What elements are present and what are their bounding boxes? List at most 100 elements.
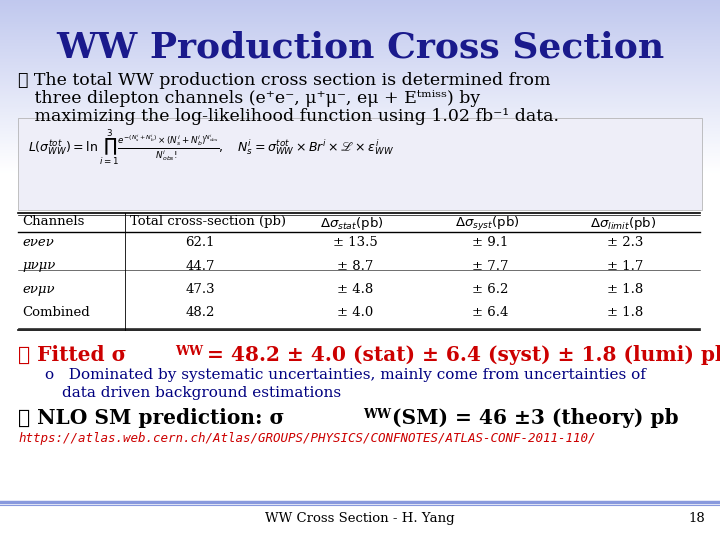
Bar xyxy=(0,153,720,154)
Text: ❖ The total WW production cross section is determined from: ❖ The total WW production cross section … xyxy=(18,72,551,89)
Bar xyxy=(0,17,720,19)
Text: ❖ Fitted σ: ❖ Fitted σ xyxy=(18,345,127,365)
Text: ± 4.8: ± 4.8 xyxy=(337,283,373,296)
Bar xyxy=(0,62,720,63)
Text: = 48.2 ± 4.0 (stat) ± 6.4 (syst) ± 1.8 (lumi) pb: = 48.2 ± 4.0 (stat) ± 6.4 (syst) ± 1.8 (… xyxy=(200,345,720,365)
Text: $L(\sigma_{WW}^{tot}) = \ln\prod_{i=1}^{3}\frac{e^{-(N_s^i+N_b^i)}\times(N_s^i+N: $L(\sigma_{WW}^{tot}) = \ln\prod_{i=1}^{… xyxy=(28,128,394,168)
Bar xyxy=(0,15,720,16)
Bar xyxy=(0,123,720,124)
Text: ± 1.8: ± 1.8 xyxy=(607,283,643,296)
Bar xyxy=(0,7,720,9)
Bar xyxy=(0,95,720,97)
Bar xyxy=(0,26,720,28)
Bar xyxy=(0,161,720,163)
Bar xyxy=(0,89,720,91)
Bar xyxy=(0,42,720,43)
Bar xyxy=(0,158,720,160)
Bar xyxy=(0,10,720,11)
Bar xyxy=(0,55,720,56)
Text: ± 7.7: ± 7.7 xyxy=(472,260,508,273)
Text: Channels: Channels xyxy=(22,215,84,228)
Text: https://atlas.web.cern.ch/Atlas/GROUPS/PHYSICS/CONFNOTES/ATLAS-CONF-2011-110/: https://atlas.web.cern.ch/Atlas/GROUPS/P… xyxy=(18,432,595,445)
Bar xyxy=(0,91,720,92)
Bar xyxy=(0,171,720,173)
Bar xyxy=(0,127,720,128)
Text: ± 2.3: ± 2.3 xyxy=(607,236,643,249)
Text: maximizing the log-likelihood function using 1.02 fb⁻¹ data.: maximizing the log-likelihood function u… xyxy=(18,108,559,125)
Bar xyxy=(0,6,720,7)
Bar xyxy=(0,141,720,143)
Bar xyxy=(0,104,720,105)
Bar xyxy=(0,49,720,50)
Text: Combined: Combined xyxy=(22,307,90,320)
Bar xyxy=(0,2,720,3)
Text: 44.7: 44.7 xyxy=(185,260,215,273)
Text: three dilepton channels (e⁺e⁻, μ⁺μ⁻, eμ + Eᵗᵐⁱˢˢ) by: three dilepton channels (e⁺e⁻, μ⁺μ⁻, eμ … xyxy=(18,90,480,107)
Bar xyxy=(0,71,720,72)
Bar xyxy=(0,157,720,158)
Bar xyxy=(0,13,720,15)
Bar xyxy=(0,145,720,147)
Bar xyxy=(0,58,720,59)
Bar xyxy=(0,108,720,110)
Text: 62.1: 62.1 xyxy=(185,236,215,249)
Text: eνμν: eνμν xyxy=(22,283,55,296)
Bar xyxy=(0,82,720,84)
Bar xyxy=(0,138,720,140)
Bar xyxy=(0,0,720,2)
Bar xyxy=(0,166,720,167)
Bar xyxy=(0,124,720,125)
Bar xyxy=(0,144,720,145)
Bar xyxy=(0,68,720,69)
Bar xyxy=(0,24,720,26)
Bar xyxy=(0,88,720,89)
Bar xyxy=(0,85,720,86)
Bar xyxy=(0,20,720,22)
Bar xyxy=(0,105,720,106)
Bar xyxy=(0,35,720,36)
Bar xyxy=(0,134,720,136)
Bar xyxy=(0,143,720,144)
Bar xyxy=(0,69,720,71)
Bar xyxy=(0,60,720,62)
Bar xyxy=(0,59,720,60)
Text: ± 1.7: ± 1.7 xyxy=(607,260,643,273)
Bar xyxy=(0,76,720,78)
Text: μνμν: μνμν xyxy=(22,260,55,273)
Text: ± 6.2: ± 6.2 xyxy=(472,283,508,296)
Bar xyxy=(0,53,720,55)
Bar xyxy=(0,163,720,164)
Text: ❖ NLO SM prediction: σ: ❖ NLO SM prediction: σ xyxy=(18,408,284,428)
Text: 47.3: 47.3 xyxy=(185,283,215,296)
Bar xyxy=(0,33,720,35)
Bar xyxy=(0,75,720,76)
Bar xyxy=(0,154,720,156)
Text: ± 4.0: ± 4.0 xyxy=(337,307,373,320)
Bar xyxy=(0,30,720,32)
Text: eνeν: eνeν xyxy=(22,236,54,249)
Bar xyxy=(0,11,720,13)
Bar xyxy=(0,111,720,112)
Bar xyxy=(18,118,702,210)
Bar xyxy=(0,128,720,130)
Bar xyxy=(0,63,720,65)
Bar xyxy=(0,136,720,137)
Text: ± 13.5: ± 13.5 xyxy=(333,236,377,249)
Text: WW: WW xyxy=(175,345,203,358)
Bar xyxy=(0,168,720,170)
Text: 48.2: 48.2 xyxy=(185,307,215,320)
Bar xyxy=(0,4,720,6)
Bar xyxy=(0,101,720,102)
Bar xyxy=(0,37,720,39)
Bar xyxy=(0,22,720,23)
Bar xyxy=(0,117,720,118)
Bar xyxy=(0,92,720,93)
Bar xyxy=(0,147,720,149)
Bar xyxy=(0,118,720,119)
Bar xyxy=(0,73,720,75)
Bar xyxy=(0,125,720,127)
Bar xyxy=(0,151,720,153)
Bar xyxy=(0,28,720,29)
Bar xyxy=(0,9,720,10)
Bar xyxy=(0,23,720,24)
